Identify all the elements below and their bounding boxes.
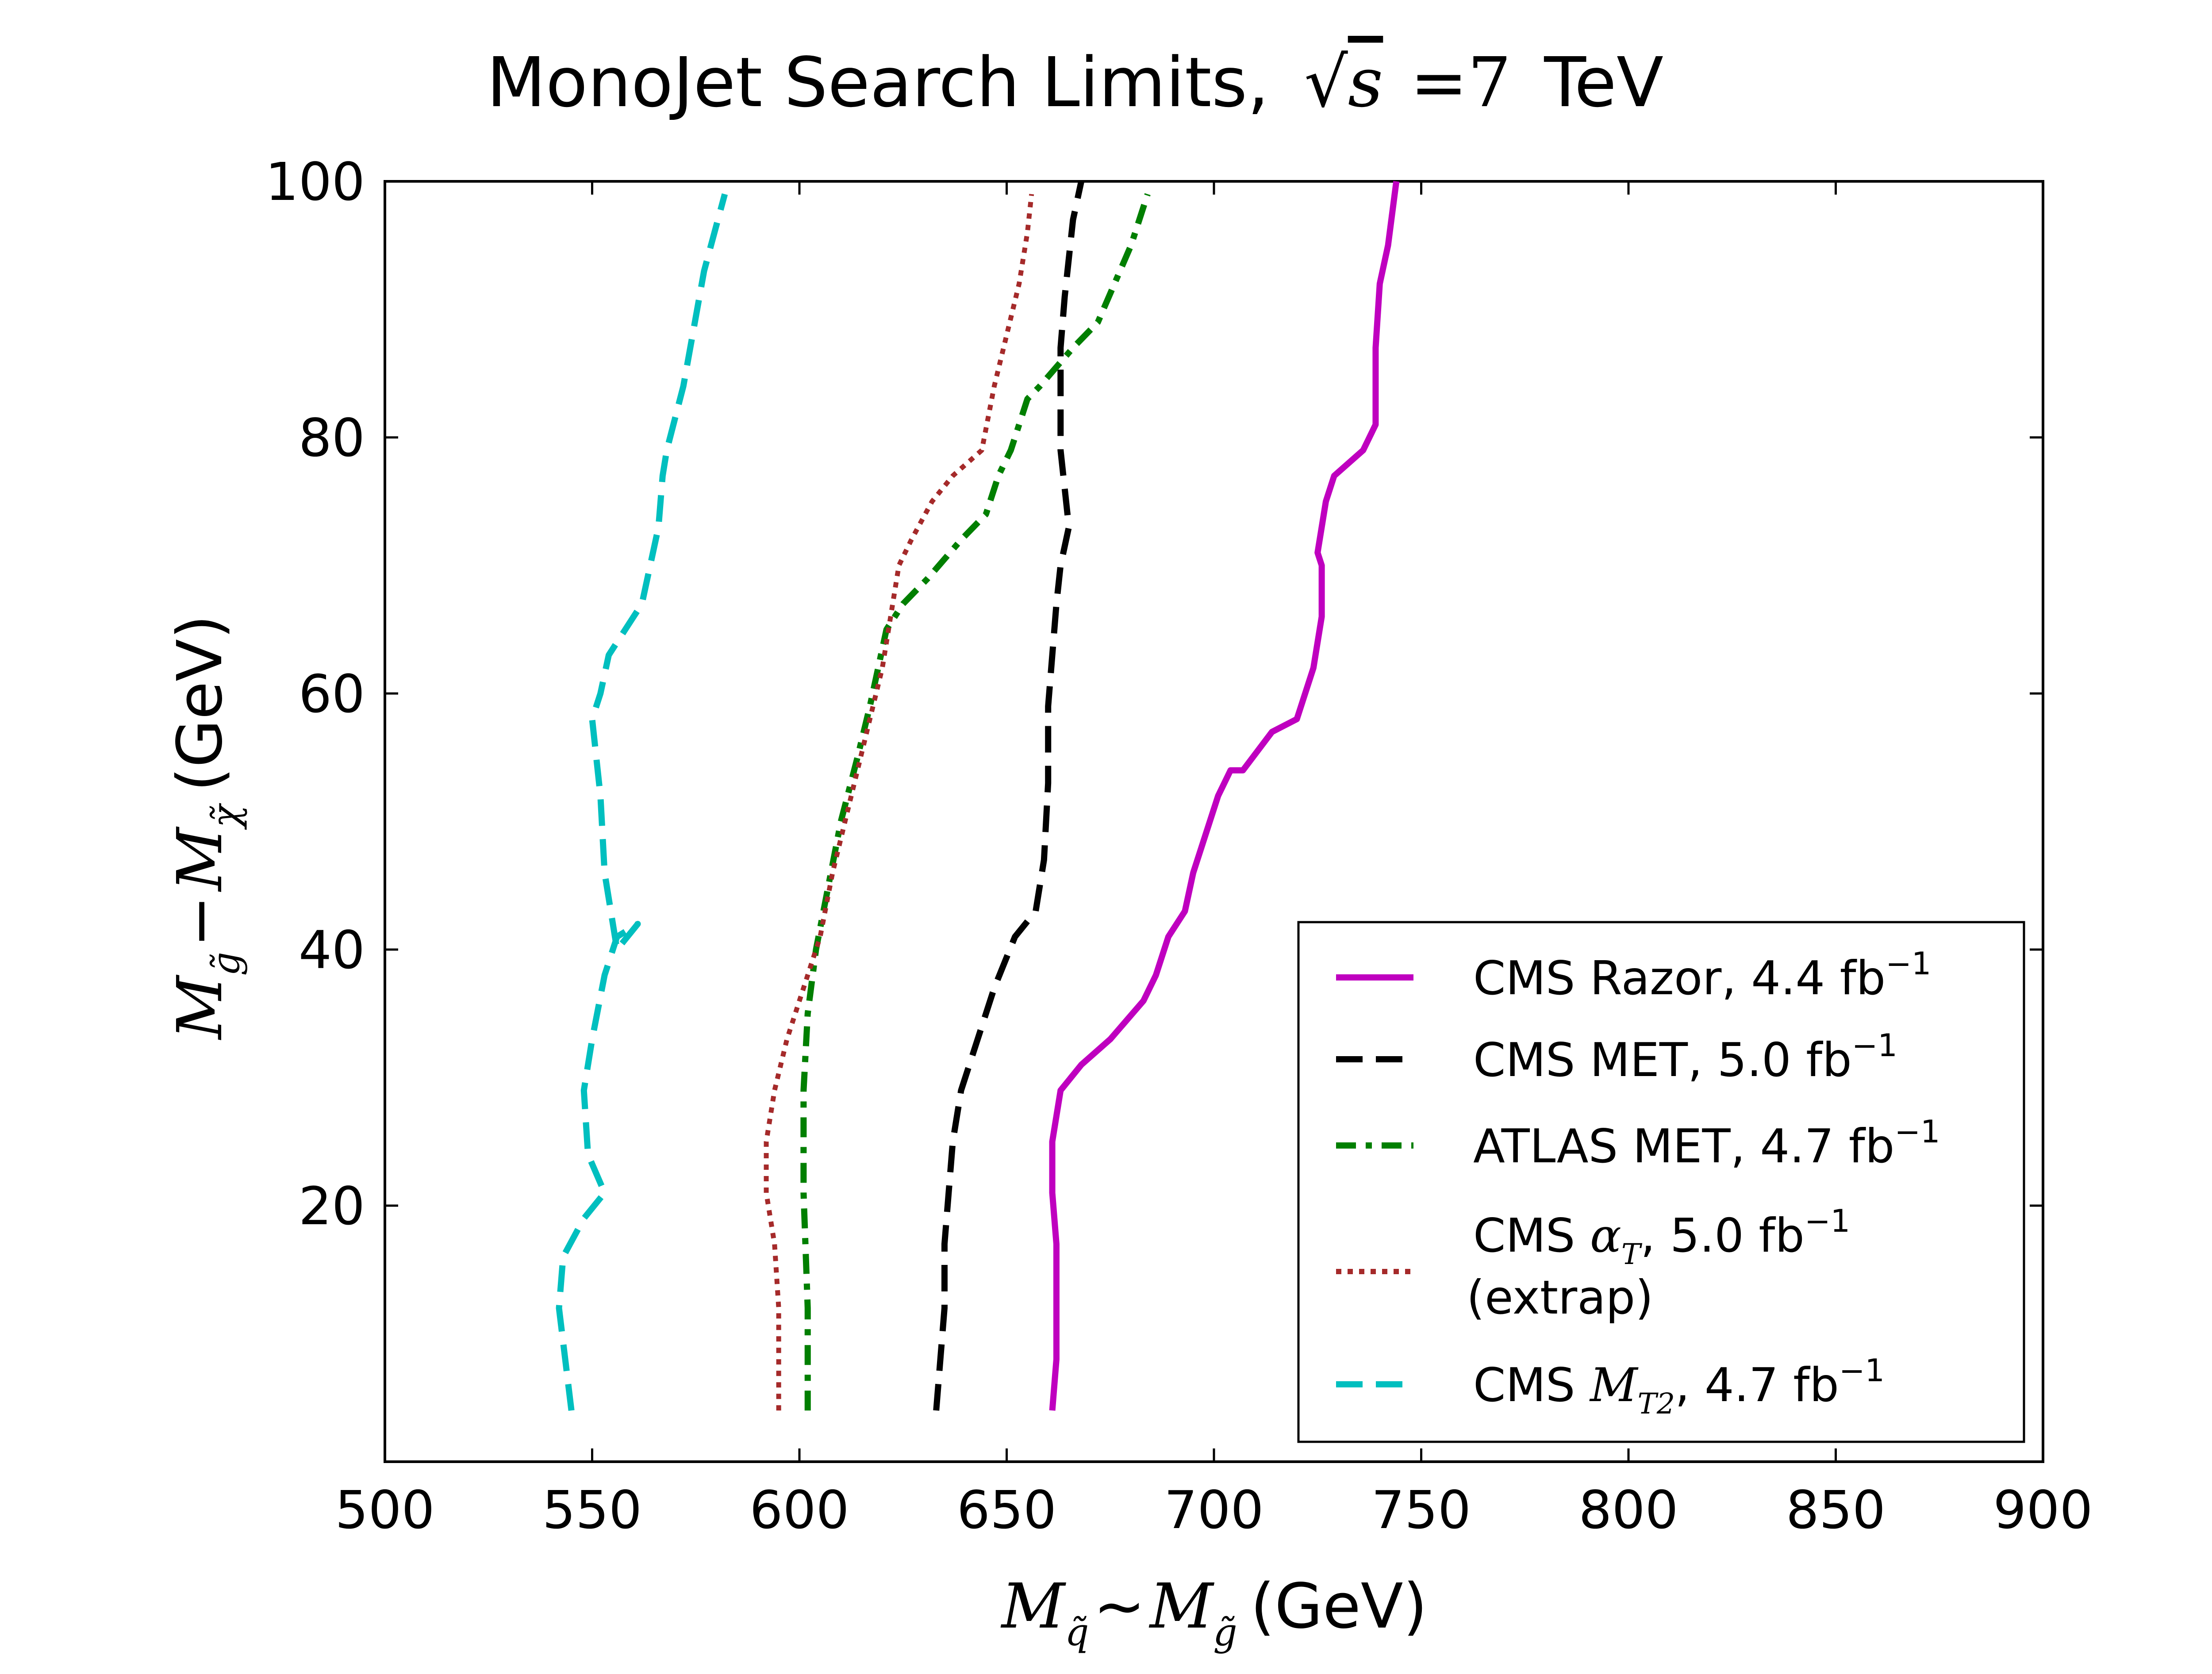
sqrt-var: s — [1348, 42, 1383, 123]
x-tick-label: 550 — [542, 1479, 642, 1540]
y-tick-label: 80 — [299, 407, 365, 468]
legend-entry-cms-alphat: CMS αT, 5.0 fb−1 (extrap) — [1336, 1203, 1850, 1325]
y-label-m1: M — [164, 974, 236, 1041]
legend-frame — [1297, 921, 2025, 1443]
title-eq: = — [1410, 42, 1468, 123]
legend-label-cms-alphat: CMS αT, 5.0 fb−1 — [1473, 1203, 1850, 1271]
y-tick-label: 60 — [299, 663, 365, 724]
y-tick-label: 100 — [265, 151, 365, 212]
x-label-m2: M — [1148, 1571, 1215, 1643]
x-label-unit: (GeV) — [1251, 1571, 1428, 1643]
legend-label-cms-met: CMS MET, 5.0 fb−1 — [1473, 1027, 1897, 1087]
x-label-s2: g̃ — [1213, 1611, 1237, 1655]
x-tick-label: 750 — [1371, 1479, 1471, 1540]
y-label-unit: (GeV) — [164, 615, 236, 792]
series-layer — [556, 180, 1400, 1411]
y-tick-label: 40 — [299, 919, 365, 981]
x-label-s1: q̃ — [1065, 1611, 1089, 1655]
legend-label-cms-razor: CMS Razor, 4.4 fb−1 — [1473, 946, 1931, 1005]
x-tick-label: 600 — [749, 1479, 849, 1540]
plot-area: 500 550 600 650 700 750 800 850 900 20 40 60 80 100 — [265, 151, 2093, 1540]
x-tick-label: 650 — [957, 1479, 1056, 1540]
series-line-2 — [800, 193, 1151, 1411]
x-tick-label: 800 — [1578, 1479, 1678, 1540]
x-tick-label: 900 — [1993, 1479, 2093, 1540]
legend: CMS Razor, 4.4 fb−1 CMS MET, 5.0 fb−1 AT… — [1297, 921, 2025, 1443]
x-tick-label: 700 — [1164, 1479, 1263, 1540]
x-tick-label: 850 — [1786, 1479, 1886, 1540]
series-line-3 — [764, 194, 1034, 1411]
y-axis-label: Mg̃−Mχ̃(GeV) — [164, 615, 248, 1041]
y-label-s1: g̃ — [204, 952, 248, 976]
y-tick-label: 20 — [299, 1176, 365, 1237]
title-unit: TeV — [1544, 42, 1663, 123]
legend-label-cms-alphat-line2: (extrap) — [1467, 1271, 1653, 1325]
series-line-0 — [1049, 181, 1400, 1411]
chart-title: MonoJet Search Limits, √s =7 TeV — [487, 42, 1663, 123]
y-label-m2: M — [164, 826, 236, 893]
x-label-op: ∼ — [1094, 1571, 1145, 1643]
x-tick-label: 500 — [335, 1479, 434, 1540]
title-energy: 7 — [1467, 42, 1511, 123]
x-label-m1: M — [1000, 1571, 1067, 1643]
y-label-op: − — [164, 896, 236, 947]
x-axis-label: Mq̃∼Mg̃ (GeV) — [1000, 1571, 1428, 1655]
legend-label-cms-mt2: CMS MT2, 4.7 fb−1 — [1473, 1352, 1885, 1421]
ticks-layer: 500 550 600 650 700 750 800 850 900 20 40 60 80 100 — [265, 151, 2093, 1540]
legend-entry-cms-razor: CMS Razor, 4.4 fb−1 — [1336, 946, 1931, 1005]
y-label-s2: χ̃ — [204, 803, 248, 830]
legend-entry-atlas-met: ATLAS MET, 4.7 fb−1 — [1336, 1114, 1940, 1173]
sqrt-sign: √ — [1304, 42, 1348, 123]
legend-entry-cms-met: CMS MET, 5.0 fb−1 — [1336, 1027, 1897, 1087]
legend-label-atlas-met: ATLAS MET, 4.7 fb−1 — [1473, 1114, 1940, 1173]
title-prefix: MonoJet Search Limits, — [487, 42, 1269, 123]
legend-entry-cms-mt2: CMS MT2, 4.7 fb−1 — [1336, 1352, 1885, 1421]
series-line-1 — [933, 180, 1085, 1411]
